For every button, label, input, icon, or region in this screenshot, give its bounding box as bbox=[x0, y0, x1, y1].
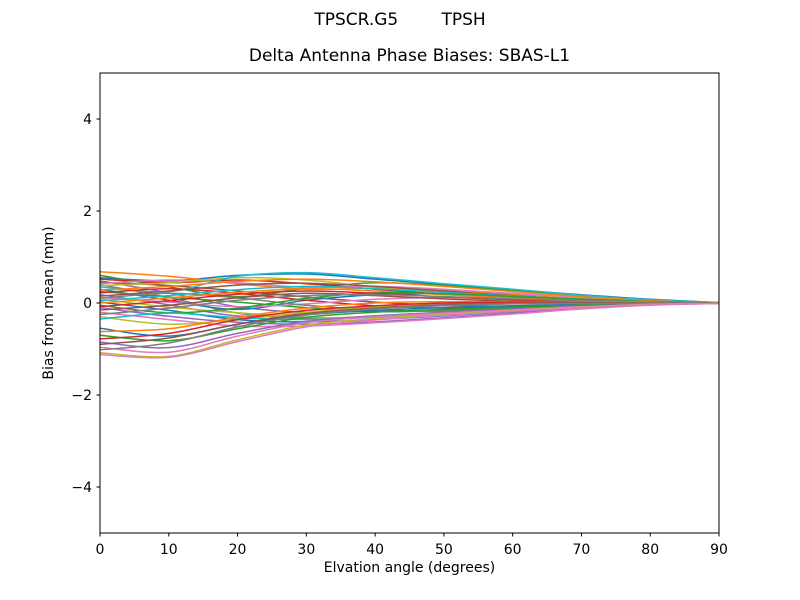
x-tick-label: 20 bbox=[229, 542, 247, 558]
y-tick-label: 4 bbox=[83, 112, 92, 128]
y-tick-label: −2 bbox=[71, 388, 92, 404]
series-lines bbox=[100, 270, 719, 359]
x-tick-label: 10 bbox=[160, 542, 178, 558]
series-line bbox=[100, 293, 719, 316]
y-tick-label: −4 bbox=[71, 480, 92, 496]
y-tick-label: 2 bbox=[83, 204, 92, 220]
x-tick-label: 80 bbox=[641, 542, 659, 558]
x-tick-label: 40 bbox=[366, 542, 384, 558]
x-tick-label: 50 bbox=[435, 542, 453, 558]
x-tick-label: 90 bbox=[710, 542, 728, 558]
x-tick-label: 70 bbox=[573, 542, 591, 558]
x-tick-label: 0 bbox=[96, 542, 105, 558]
y-axis-label: Bias from mean (mm) bbox=[41, 226, 57, 380]
figure-title: TPSCR.G5 TPSH bbox=[314, 10, 486, 30]
x-axis-label: Elvation angle (degrees) bbox=[323, 560, 496, 576]
series-line bbox=[100, 291, 719, 314]
series-line bbox=[100, 302, 719, 359]
series-line bbox=[100, 278, 719, 304]
y-tick-label: 0 bbox=[83, 296, 92, 312]
series-line bbox=[100, 302, 719, 351]
x-tick-label: 60 bbox=[504, 542, 522, 558]
x-tick-label: 30 bbox=[297, 542, 315, 558]
axes-title: Delta Antenna Phase Biases: SBAS-L1 bbox=[248, 46, 571, 66]
